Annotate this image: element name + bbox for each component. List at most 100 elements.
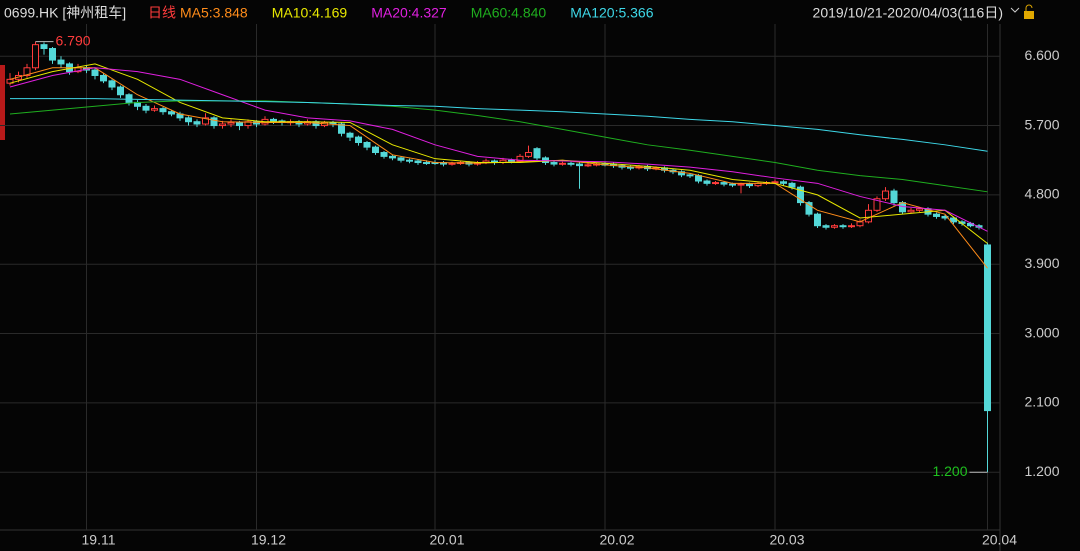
candle-body bbox=[771, 181, 779, 184]
candle-body bbox=[984, 244, 991, 412]
candle-body bbox=[720, 182, 728, 185]
y-tick-label: 3.900 bbox=[1024, 255, 1059, 271]
candle-body bbox=[746, 183, 753, 187]
candle-body bbox=[270, 118, 277, 122]
candle-body bbox=[346, 132, 354, 138]
candle-body bbox=[338, 123, 345, 134]
legend-entry: MA5:3.848 bbox=[180, 5, 248, 21]
candle-body bbox=[159, 108, 167, 113]
candle-body bbox=[916, 208, 923, 211]
candle-body bbox=[703, 180, 711, 184]
candle-body bbox=[797, 186, 804, 204]
candle-body bbox=[372, 146, 379, 154]
legend-entry: MA10:4.169 bbox=[272, 5, 348, 21]
candle-body bbox=[550, 162, 558, 165]
candle-body bbox=[40, 44, 48, 50]
plot: 6.790 1.200 bbox=[6, 32, 991, 479]
candle-body bbox=[567, 162, 575, 165]
candle-body bbox=[695, 175, 702, 182]
candle-body bbox=[380, 152, 388, 157]
annotation-label: 1.200 bbox=[932, 463, 967, 479]
candle-body bbox=[219, 123, 226, 127]
lock-shackle bbox=[1025, 4, 1033, 11]
legend-entry: MA20:4.327 bbox=[371, 5, 447, 21]
candle-body bbox=[125, 94, 133, 103]
candle-body bbox=[448, 162, 456, 165]
candle-body bbox=[907, 209, 915, 213]
candle-body bbox=[839, 225, 847, 228]
candle-body bbox=[933, 213, 940, 217]
candle-body bbox=[686, 174, 694, 177]
lock-icon[interactable] bbox=[1024, 11, 1034, 19]
y-tick-label: 1.200 bbox=[1024, 463, 1059, 479]
candle-body bbox=[185, 117, 192, 123]
candle-body bbox=[397, 157, 405, 161]
header: 0699.HK [神州租车] 日线 2019/10/21-2020/04/03(… bbox=[4, 4, 1034, 21]
candle-body bbox=[831, 225, 838, 228]
candle-body bbox=[202, 117, 209, 125]
candle-body bbox=[525, 152, 532, 157]
candle-body bbox=[576, 163, 583, 167]
candle-body bbox=[865, 209, 872, 223]
candle-body bbox=[423, 162, 430, 165]
x-tick-label: 19.11 bbox=[82, 532, 116, 548]
candle-body bbox=[32, 44, 39, 69]
ma-line bbox=[9, 67, 988, 232]
side-marker bbox=[0, 65, 5, 140]
candle-body bbox=[533, 148, 541, 159]
legend-entry: MA60:4.840 bbox=[471, 5, 547, 21]
candle-body bbox=[210, 117, 218, 127]
candle-body bbox=[882, 190, 889, 200]
candle-body bbox=[91, 69, 99, 76]
candle-body bbox=[584, 164, 592, 167]
x-tick-label: 20.02 bbox=[599, 532, 634, 548]
candle-body bbox=[516, 155, 524, 162]
symbol: 0699.HK [神州租车] bbox=[4, 5, 126, 21]
candle-body bbox=[805, 202, 813, 215]
y-tick-label: 4.800 bbox=[1024, 186, 1059, 202]
candle-body bbox=[814, 213, 821, 227]
y-tick-label: 6.600 bbox=[1024, 47, 1059, 63]
candle-body bbox=[737, 183, 745, 186]
candle-body bbox=[236, 121, 243, 127]
candle-body bbox=[856, 221, 864, 227]
candle-body bbox=[890, 190, 898, 204]
candle-body bbox=[151, 108, 158, 111]
dropdown-icon[interactable] bbox=[1010, 7, 1020, 13]
candle-body bbox=[414, 160, 422, 164]
y-tick-label: 3.000 bbox=[1024, 324, 1059, 340]
candle-body bbox=[950, 217, 957, 223]
x-tick-label: 19.12 bbox=[251, 532, 286, 548]
x-tick-label: 20.01 bbox=[429, 532, 464, 548]
ma-line bbox=[9, 63, 988, 244]
x-tick-label: 20.03 bbox=[769, 532, 804, 548]
candle-body bbox=[822, 225, 830, 228]
candle-body bbox=[389, 155, 396, 159]
candle-body bbox=[873, 198, 881, 211]
candle-body bbox=[49, 48, 56, 61]
candle-body bbox=[108, 80, 116, 88]
candle-body bbox=[117, 86, 124, 96]
candle-body bbox=[780, 181, 787, 184]
ma-line bbox=[10, 98, 988, 152]
candle-body bbox=[508, 159, 515, 162]
grid: 1.200 2.100 3.000 3.900 4.800 5.700 6.600 19.11… bbox=[0, 24, 1060, 548]
candle-body bbox=[712, 182, 719, 185]
date-range: 2019/10/21-2020/04/03(116日) bbox=[813, 5, 1003, 21]
candle-body bbox=[23, 67, 31, 76]
candle-body bbox=[729, 183, 736, 186]
candle-body bbox=[168, 111, 175, 115]
annotation-label: 6.790 bbox=[56, 32, 91, 48]
y-tick-label: 2.100 bbox=[1024, 394, 1059, 410]
candle-body bbox=[100, 74, 107, 82]
candle-body bbox=[406, 159, 413, 162]
candle-body bbox=[788, 182, 796, 188]
candle-body bbox=[57, 59, 65, 65]
legend-entry: MA120:5.366 bbox=[570, 5, 653, 21]
candle-body bbox=[355, 136, 362, 144]
ma-line bbox=[9, 100, 988, 193]
candle-body bbox=[227, 121, 235, 125]
